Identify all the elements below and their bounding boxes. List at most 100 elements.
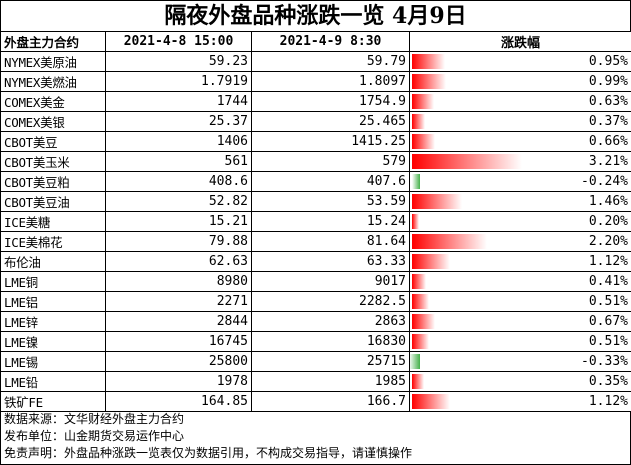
contract-name: ICE美糖 [0,211,106,232]
change-percent: 0.37% [588,114,628,129]
curr-price: 25715 [251,351,410,372]
change-cell: 0.35% [409,371,631,392]
change-percent: 1.46% [588,194,628,209]
contract-name: CBOT美豆粕 [0,171,106,192]
table-row: CBOT美玉米 561 579 3.21% [0,151,631,172]
change-cell: -0.24% [409,171,631,192]
curr-price: 2863 [251,311,410,332]
prev-price: 1978 [105,371,252,392]
prev-price: 2271 [105,291,252,312]
curr-price: 1985 [251,371,410,392]
change-bar-up [412,134,435,149]
prev-price: 16745 [105,331,252,352]
table-row: LME镍 16745 16830 0.51% [0,331,631,352]
change-cell: 1.46% [409,191,631,212]
curr-price: 1.8097 [251,71,410,92]
curr-price: 53.59 [251,191,410,212]
change-percent: 0.41% [588,274,628,289]
change-bar-up [412,74,446,89]
prev-price: 1406 [105,131,252,152]
change-bar-up [412,214,419,229]
footer-source: 数据来源：文华财经外盘主力合约 [4,412,185,426]
contract-name: 铁矿FE [0,391,106,412]
curr-price: 1754.9 [251,91,410,112]
change-cell: -0.33% [409,351,631,372]
curr-price: 166.7 [251,391,410,412]
header-prev-time: 2021-4-8 15:00 [105,31,252,52]
change-percent: 0.51% [588,334,628,349]
contract-name: 布伦油 [0,251,106,272]
footer-disclaimer: 免责声明：外盘品种涨跌一览表仅为数据引用，不构成交易指导，请谨慎操作 [4,446,413,460]
change-percent: 3.21% [588,154,628,169]
curr-price: 15.24 [251,211,410,232]
change-cell: 0.66% [409,131,631,152]
change-bar-up [412,294,429,309]
table-row: COMEX美银 25.37 25.465 0.37% [0,111,631,132]
table-row: NYMEX美原油 59.23 59.79 0.95% [0,51,631,72]
table-row: CBOT美豆油 52.82 53.59 1.46% [0,191,631,212]
header-change: 涨跌幅 [409,31,631,52]
change-cell: 3.21% [409,151,631,172]
change-percent: 2.20% [588,234,628,249]
change-bar-up [412,154,522,169]
change-cell: 2.20% [409,231,631,252]
contract-name: LME锌 [0,311,106,332]
change-percent: 0.66% [588,134,628,149]
change-percent: -0.33% [581,354,628,369]
table-row: COMEX美金 1744 1754.9 0.63% [0,91,631,112]
table-body: NYMEX美原油 59.23 59.79 0.95% NYMEX美燃油 1.7919 1.8… [0,51,631,412]
table-row: 铁矿FE 164.85 166.7 1.12% [0,391,631,412]
contract-name: CBOT美豆 [0,131,106,152]
change-cell: 1.12% [409,251,631,272]
curr-price: 9017 [251,271,410,292]
change-cell: 0.41% [409,271,631,292]
change-cell: 0.51% [409,331,631,352]
change-percent: 0.35% [588,374,628,389]
change-bar-up [412,114,425,129]
curr-price: 579 [251,151,410,172]
table-row: LME锌 2844 2863 0.67% [0,311,631,332]
prev-price: 59.23 [105,51,252,72]
change-bar-up [412,374,424,389]
change-percent: 0.51% [588,294,628,309]
curr-price: 1415.25 [251,131,410,152]
curr-price: 59.79 [251,51,410,72]
contract-name: CBOT美玉米 [0,151,106,172]
page-title: 隔夜外盘品种涨跌一览 4月9日 [0,0,631,31]
change-bar-up [412,274,426,289]
header-contract: 外盘主力合约 [0,31,106,52]
change-bar-up [412,94,434,109]
change-percent: 0.99% [588,74,628,89]
curr-price: 16830 [251,331,410,352]
change-percent: 1.12% [588,394,628,409]
change-bar-down [412,174,420,189]
prev-price: 408.6 [105,171,252,192]
contract-name: LME锡 [0,351,106,372]
contract-name: COMEX美金 [0,91,106,112]
contract-name: NYMEX美原油 [0,51,106,72]
change-percent: 0.95% [588,54,628,69]
table-row: CBOT美豆粕 408.6 407.6 -0.24% [0,171,631,192]
prev-price: 561 [105,151,252,172]
contract-name: ICE美棉花 [0,231,106,252]
table-row: NYMEX美燃油 1.7919 1.8097 0.99% [0,71,631,92]
table-row: LME铜 8980 9017 0.41% [0,271,631,292]
table-row: LME铝 2271 2282.5 0.51% [0,291,631,312]
change-bar-up [412,314,435,329]
table-row: CBOT美豆 1406 1415.25 0.66% [0,131,631,152]
change-cell: 0.51% [409,291,631,312]
change-cell: 0.63% [409,91,631,112]
curr-price: 407.6 [251,171,410,192]
contract-name: NYMEX美燃油 [0,71,106,92]
contract-name: LME镍 [0,331,106,352]
price-change-table: 外盘主力合约 2021-4-8 15:00 2021-4-9 8:30 涨跌幅 … [0,31,631,412]
prev-price: 25.37 [105,111,252,132]
change-bar-up [412,334,429,349]
table-row: ICE美棉花 79.88 81.64 2.20% [0,231,631,252]
contract-name: LME铜 [0,271,106,292]
change-percent: 0.20% [588,214,628,229]
change-bar-up [412,54,445,69]
contract-name: COMEX美银 [0,111,106,132]
table-row: LME铅 1978 1985 0.35% [0,371,631,392]
